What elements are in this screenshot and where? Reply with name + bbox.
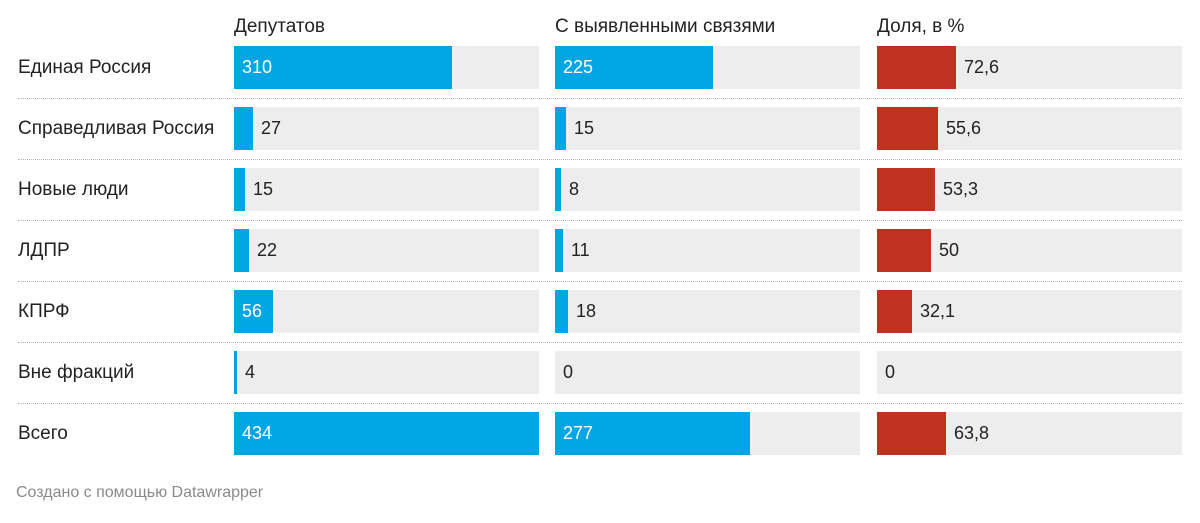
row-label: КПРФ xyxy=(18,301,70,322)
bar-track-share: 72,6 xyxy=(877,46,1182,89)
bar-deputies xyxy=(234,290,273,333)
bar-share xyxy=(877,168,935,211)
value-label-share: 50 xyxy=(939,240,960,260)
bar-track-share: 63,8 xyxy=(877,412,1182,455)
bar-track-linked: 18 xyxy=(555,290,860,333)
column-header-linked: С выявленными связями xyxy=(555,16,776,37)
bar-track-deputies: 27 xyxy=(234,107,539,150)
bar-track-deputies: 434 xyxy=(234,412,539,455)
bar-share xyxy=(877,229,931,272)
table-row: Вне фракций 4 0 0 xyxy=(0,342,1200,403)
table-row: Единая Россия 310 225 72,6 xyxy=(0,37,1200,98)
bar-deputies xyxy=(234,351,237,394)
value-label-linked: 8 xyxy=(569,179,580,199)
bar-track-linked: 0 xyxy=(555,351,860,394)
bar-share xyxy=(877,46,956,89)
bar-linked xyxy=(555,412,750,455)
table-row: Новые люди 15 8 53,3 xyxy=(0,159,1200,220)
row-divider xyxy=(18,220,1182,221)
bar-deputies xyxy=(234,46,452,89)
bar-linked xyxy=(555,168,561,211)
value-label-deputies: 27 xyxy=(261,118,282,138)
column-header-deputies: Депутатов xyxy=(234,16,326,37)
value-label-deputies: 4 xyxy=(245,362,256,382)
bar-linked xyxy=(555,290,568,333)
bar-track-linked: 8 xyxy=(555,168,860,211)
row-divider xyxy=(18,98,1182,99)
value-label-deputies: 310 xyxy=(242,57,273,77)
row-divider xyxy=(18,281,1182,282)
bar-deputies xyxy=(234,412,539,455)
value-label-deputies: 22 xyxy=(257,240,278,260)
bar-track-share: 50 xyxy=(877,229,1182,272)
table-row: Справедливая Россия 27 15 55,6 xyxy=(0,98,1200,159)
row-label: ЛДПР xyxy=(18,240,70,261)
value-label-linked: 15 xyxy=(574,118,595,138)
row-label: Единая Россия xyxy=(18,57,152,78)
value-label-linked: 277 xyxy=(563,423,594,443)
bar-track-linked: 11 xyxy=(555,229,860,272)
table-row: ЛДПР 22 11 50 xyxy=(0,220,1200,281)
row-label: Всего xyxy=(18,423,68,444)
bar-track-linked: 15 xyxy=(555,107,860,150)
row-label: Вне фракций xyxy=(18,362,135,383)
bar-track-share: 32,1 xyxy=(877,290,1182,333)
bar-deputies xyxy=(234,107,253,150)
bar-track-share: 0 xyxy=(877,351,1182,394)
row-divider xyxy=(18,403,1182,404)
table-row: КПРФ 56 18 32,1 xyxy=(0,281,1200,342)
value-label-share: 63,8 xyxy=(954,423,990,443)
bar-share xyxy=(877,107,938,150)
value-label-share: 0 xyxy=(885,362,896,382)
footer-credit[interactable]: Создано с помощью Datawrapper xyxy=(16,484,264,501)
value-label-share: 72,6 xyxy=(964,57,1000,77)
value-label-linked: 18 xyxy=(576,301,597,321)
column-header-share: Доля, в % xyxy=(877,16,965,37)
value-label-linked: 225 xyxy=(563,57,594,77)
bar-deputies xyxy=(234,229,249,272)
bar-track-deputies: 22 xyxy=(234,229,539,272)
bar-share xyxy=(877,412,946,455)
value-label-linked: 11 xyxy=(571,240,590,260)
table-row: Всего 434 277 63,8 xyxy=(0,403,1200,464)
bar-track-deputies: 15 xyxy=(234,168,539,211)
bar-track-linked: 225 xyxy=(555,46,860,89)
value-label-linked: 0 xyxy=(563,362,574,382)
bar-linked xyxy=(555,107,566,150)
value-label-share: 53,3 xyxy=(943,179,979,199)
value-label-deputies: 434 xyxy=(242,423,273,443)
value-label-share: 32,1 xyxy=(920,301,956,321)
bar-track-linked: 277 xyxy=(555,412,860,455)
bar-track-share: 55,6 xyxy=(877,107,1182,150)
bar-track-share: 53,3 xyxy=(877,168,1182,211)
bar-linked xyxy=(555,46,713,89)
value-label-deputies: 56 xyxy=(242,301,263,321)
row-divider xyxy=(18,159,1182,160)
row-divider xyxy=(18,342,1182,343)
row-label: Справедливая Россия xyxy=(18,118,215,139)
bar-track-deputies: 56 xyxy=(234,290,539,333)
bar-deputies xyxy=(234,168,245,211)
value-label-share: 55,6 xyxy=(946,118,982,138)
bar-track-deputies: 310 xyxy=(234,46,539,89)
bar-linked xyxy=(555,229,563,272)
value-label-deputies: 15 xyxy=(253,179,274,199)
row-label: Новые люди xyxy=(18,179,129,200)
bar-track-deputies: 4 xyxy=(234,351,539,394)
bar-share xyxy=(877,290,912,333)
